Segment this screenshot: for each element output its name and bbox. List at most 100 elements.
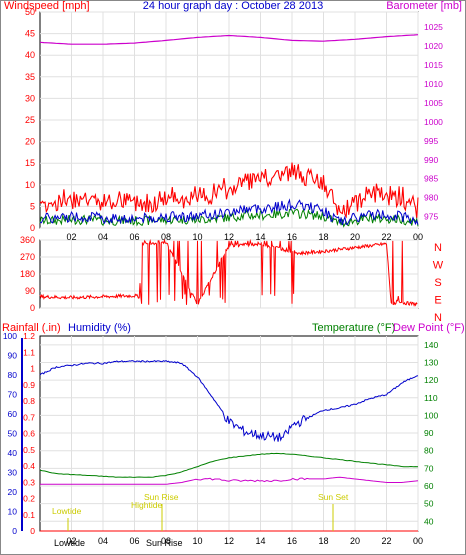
sunrise-annotation: Sun Rise [144,492,179,502]
temperature-tick-label: 110 [424,393,438,403]
direction-tick-label: 180 [20,269,35,279]
windspeed-tick-label: 25 [25,115,35,125]
rainfall-tick-label: 0.3 [23,477,35,487]
barometer-tick-label: 1020 [424,41,443,51]
windspeed-tick-label: 45 [25,29,35,39]
bottom-x-tick-label: 10 [192,536,202,546]
rainfall-tick-label: 0.5 [23,445,35,455]
bottom-x-tick-label: 18 [318,536,328,546]
sunset-annotation: Sun Set [318,492,349,502]
barometer-tick-label: 995 [424,136,438,146]
top-x-tick-label: 04 [98,232,108,242]
rainfall-tick-label: 0.9 [23,380,35,390]
windspeed-label: Windspeed [mph] [4,0,90,12]
rainfall-tick-label: 1.2 [23,331,35,341]
direction-tick-label: 270 [20,252,35,262]
windspeed-tick-label: 10 [25,180,35,190]
bottom-x-tick-label: 16 [287,536,297,546]
humidity-label: Humidity (%) [68,322,131,334]
direction-tick-label: 90 [25,286,35,296]
temperature-tick-label: 90 [424,428,434,438]
direction-tick-label: 0 [30,303,35,313]
windgust-line [39,162,419,219]
compass-label: S [434,277,441,289]
top-x-tick-label: 16 [287,232,297,242]
temperature-tick-label: 60 [424,481,434,491]
barometer-tick-label: 980 [424,193,438,203]
windspeed-tick-label: 50 [25,7,35,17]
rainfall-tick-label: 0.6 [23,429,35,439]
top-x-tick-label: 20 [350,232,360,242]
humidity-tick-label: 50 [8,429,18,439]
temperature-label: Temperature (°F) [312,322,395,334]
humidity-tick-label: 20 [8,487,18,497]
rainfall-tick-label: 0 [30,526,35,536]
rainfall-tick-label: 0.7 [23,412,35,422]
temperature-tick-label: 120 [424,375,438,385]
barometer-tick-label: 985 [424,174,438,184]
barometer-tick-label: 1010 [424,79,443,89]
top-x-tick-label: 10 [192,232,202,242]
temperature-tick-label: 130 [424,357,438,367]
windspeed-tick-label: 35 [25,72,35,82]
bottom-x-tick-label: 04 [98,536,108,546]
dewpoint-label: Dew Point (°F) [393,322,465,334]
top-x-tick-label: 08 [161,232,171,242]
compass-label: N [434,242,442,254]
bottom-x-tick-label: 20 [350,536,360,546]
wind-direction-line [39,238,418,307]
humidity-tick-label: 70 [8,390,18,400]
humidity-tick-label: 0 [12,526,17,536]
humidity-tick-label: 10 [8,507,18,517]
windspeed-tick-label: 5 [30,201,35,211]
temperature-tick-label: 140 [424,340,438,350]
bottom-x-tick-label: 08 [161,536,171,546]
temperature-tick-label: 50 [424,499,434,509]
direction-tick-label: 360 [20,235,35,245]
barometer-tick-label: 1025 [424,22,443,32]
barometer-tick-label: 975 [424,212,438,222]
top-x-tick-label: 06 [129,232,139,242]
windspeed-tick-label: 20 [25,137,35,147]
humidity-tick-label: 60 [8,409,18,419]
windspeed-tick-label: 40 [25,50,35,60]
barometer-tick-label: 990 [424,155,438,165]
humidity-tick-label: 80 [8,370,18,380]
hightide-annotation: Hightide [131,500,162,510]
barometer-line [39,34,419,45]
barometer-tick-label: 1000 [424,117,443,127]
top-x-tick-label: 12 [224,232,234,242]
top-x-tick-label: 00 [413,232,423,242]
temperature-tick-label: 80 [424,446,434,456]
bottom-x-tick-label: 14 [255,536,265,546]
rainfall-tick-label: 0.1 [23,510,35,520]
humidity-tick-label: 100 [3,331,17,341]
rainfall-tick-label: 1 [30,364,35,374]
barometer-label: Barometer [mb] [386,0,462,12]
windspeed-tick-label: 30 [25,93,35,103]
rainfall-tick-label: 1.1 [23,347,35,357]
windspeed-avg-line [39,198,419,226]
sunrise-bottom-label: Sun Rise [146,538,183,548]
top-x-tick-label: 02 [66,232,76,242]
chart-title: 24 hour graph day : October 28 2013 [143,0,323,12]
humidity-line [39,359,419,442]
wind-minimum-line [39,208,419,228]
temperature-tick-label: 40 [424,516,434,526]
windspeed-tick-label: 15 [25,158,35,168]
rainfall-tick-label: 0.4 [23,461,35,471]
bottom-x-tick-label: 22 [381,536,391,546]
humidity-tick-label: 90 [8,351,18,361]
dewpoint-line [40,476,419,485]
humidity-tick-label: 30 [8,468,18,478]
top-x-tick-label: 14 [255,232,265,242]
compass-label: W [433,260,444,272]
lowtide-annotation: Lowtide [52,506,82,516]
bottom-x-tick-label: 06 [129,536,139,546]
barometer-tick-label: 1015 [424,60,443,70]
temperature-tick-label: 100 [424,410,438,420]
compass-label: E [434,295,441,307]
temperature-line [39,452,419,478]
top-x-tick-label: 22 [381,232,391,242]
